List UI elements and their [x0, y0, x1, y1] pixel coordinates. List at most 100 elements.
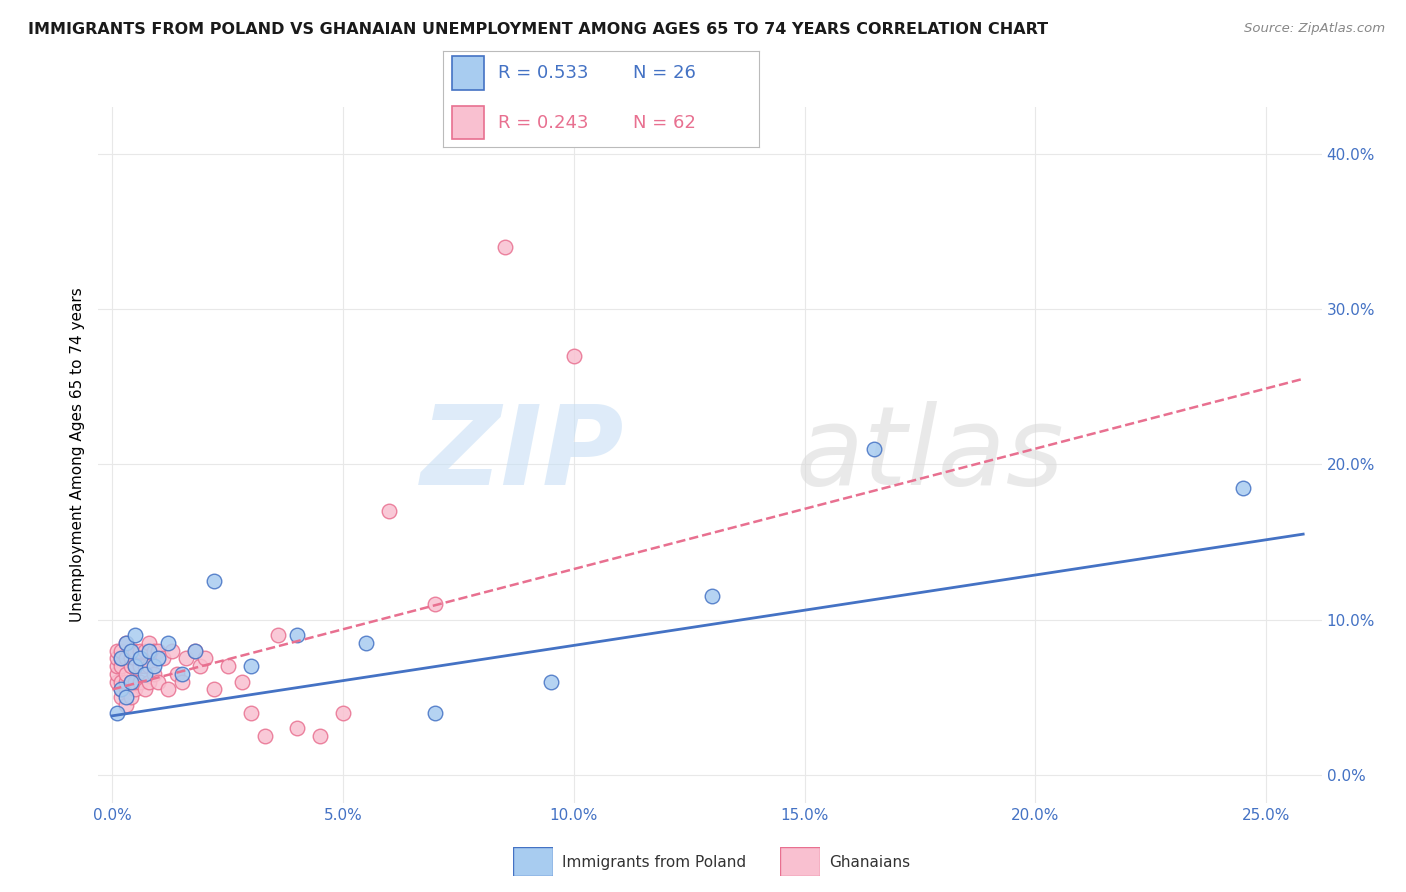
Point [142, 666, 165, 681]
Point [148, 643, 170, 657]
Point [702, 589, 724, 603]
Text: N = 26: N = 26 [633, 63, 696, 81]
Bar [453, 106, 484, 139]
Point [115, 651, 138, 665]
Point [156, 682, 179, 697]
Point [110, 651, 132, 665]
Point [378, 504, 401, 518]
Point [138, 659, 160, 673]
Point [105, 666, 128, 681]
Point [115, 698, 138, 712]
Point [156, 636, 179, 650]
Point [138, 674, 160, 689]
Point [174, 651, 197, 665]
Point [124, 659, 146, 673]
Point [105, 706, 128, 720]
Point [354, 636, 377, 650]
Point [124, 651, 146, 665]
Point [129, 659, 152, 673]
Point [105, 651, 128, 665]
Point [162, 643, 184, 657]
Text: atlas: atlas [796, 401, 1064, 508]
Point [105, 643, 128, 657]
Point [253, 729, 276, 743]
Point [115, 666, 138, 681]
Point [425, 597, 447, 611]
Point [124, 659, 146, 673]
Text: Ghanaians: Ghanaians [830, 855, 911, 870]
Point [217, 659, 239, 673]
Point [110, 690, 132, 705]
Point [124, 643, 146, 657]
Point [110, 643, 132, 657]
Point [184, 643, 207, 657]
Point [115, 636, 138, 650]
Point [115, 682, 138, 697]
Point [148, 674, 170, 689]
Point [129, 651, 152, 665]
Point [120, 643, 142, 657]
Point [110, 674, 132, 689]
Point [202, 682, 225, 697]
Point [120, 674, 142, 689]
Point [120, 643, 142, 657]
Text: Source: ZipAtlas.com: Source: ZipAtlas.com [1244, 22, 1385, 36]
Point [562, 349, 585, 363]
Text: R = 0.533: R = 0.533 [498, 63, 589, 81]
Point [115, 690, 138, 705]
Y-axis label: Unemployment Among Ages 65 to 74 years: Unemployment Among Ages 65 to 74 years [69, 287, 84, 623]
Point [110, 682, 132, 697]
Point [231, 674, 253, 689]
Point [129, 643, 152, 657]
Text: R = 0.243: R = 0.243 [498, 113, 589, 132]
Point [134, 682, 156, 697]
Point [148, 651, 170, 665]
Text: N = 62: N = 62 [633, 113, 696, 132]
Point [425, 706, 447, 720]
Text: ZIP: ZIP [420, 401, 624, 508]
Point [267, 628, 290, 642]
Point [134, 643, 156, 657]
Point [170, 666, 193, 681]
Point [115, 636, 138, 650]
Point [134, 666, 156, 681]
Point [129, 674, 152, 689]
Point [110, 651, 132, 665]
Point [1232, 481, 1254, 495]
Point [239, 706, 262, 720]
Point [239, 659, 262, 673]
Point [105, 659, 128, 673]
Point [138, 643, 160, 657]
Point [120, 659, 142, 673]
Point [309, 729, 332, 743]
Point [110, 682, 132, 697]
Point [194, 651, 217, 665]
Point [863, 442, 886, 456]
Point [540, 674, 562, 689]
Point [285, 721, 308, 735]
Point [188, 659, 211, 673]
Point [110, 659, 132, 673]
Point [152, 651, 174, 665]
Text: IMMIGRANTS FROM POLAND VS GHANAIAN UNEMPLOYMENT AMONG AGES 65 TO 74 YEARS CORREL: IMMIGRANTS FROM POLAND VS GHANAIAN UNEMP… [28, 22, 1049, 37]
Point [494, 240, 516, 254]
Point [120, 651, 142, 665]
Point [120, 690, 142, 705]
Point [202, 574, 225, 588]
Point [166, 666, 188, 681]
Text: Immigrants from Poland: Immigrants from Poland [562, 855, 747, 870]
Point [124, 674, 146, 689]
Point [115, 674, 138, 689]
Point [332, 706, 354, 720]
Point [134, 659, 156, 673]
Point [138, 636, 160, 650]
Point [105, 674, 128, 689]
Point [120, 674, 142, 689]
Point [142, 659, 165, 673]
Point [124, 682, 146, 697]
Point [184, 643, 207, 657]
Point [285, 628, 308, 642]
Point [142, 643, 165, 657]
Point [170, 674, 193, 689]
Bar [453, 56, 484, 90]
